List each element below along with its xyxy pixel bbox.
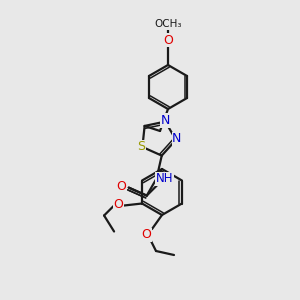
Text: OCH₃: OCH₃ [154, 19, 182, 29]
Text: N: N [160, 114, 170, 127]
Text: N: N [172, 132, 182, 146]
Text: S: S [137, 140, 146, 154]
Text: O: O [116, 180, 126, 193]
Text: O: O [141, 229, 151, 242]
Text: O: O [163, 34, 173, 46]
Text: O: O [113, 198, 123, 211]
Text: NH: NH [156, 172, 173, 185]
